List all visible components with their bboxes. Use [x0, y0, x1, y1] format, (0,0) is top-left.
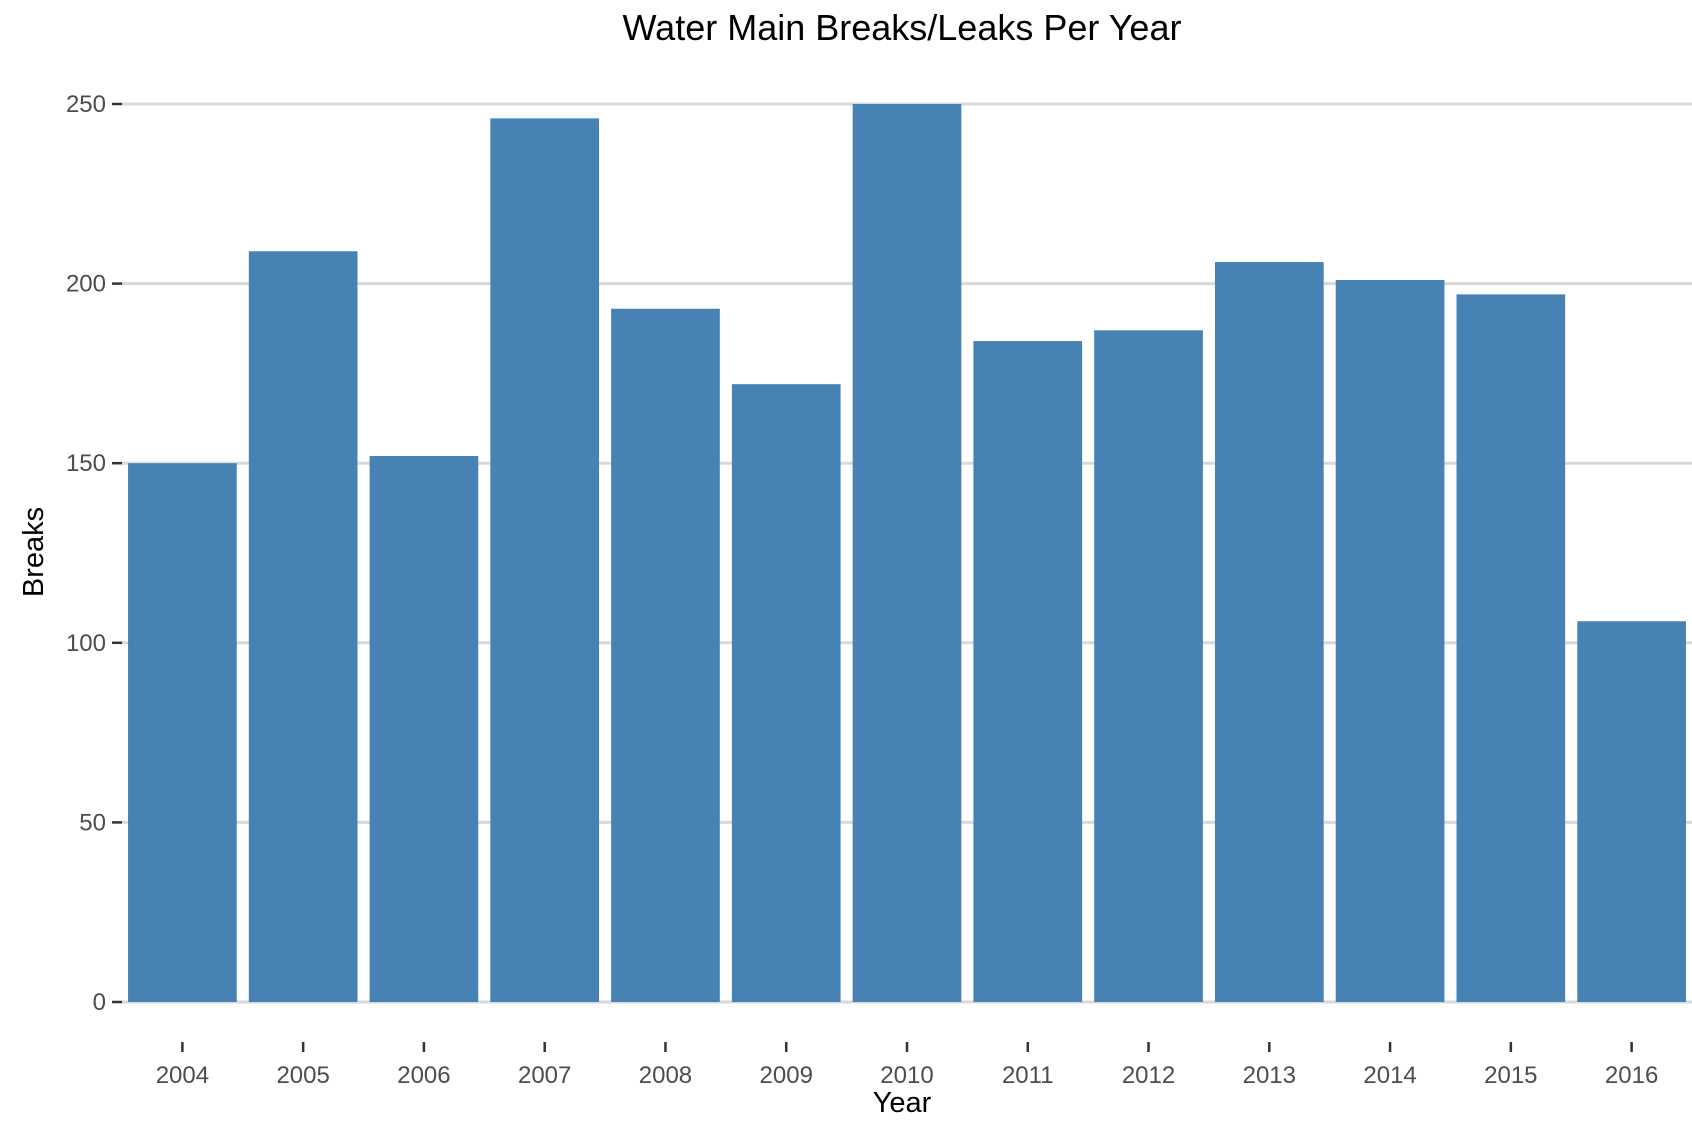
y-tick-label-100: 100	[66, 630, 106, 657]
y-tick-label-200: 200	[66, 271, 106, 298]
x-tick-label-2006: 2006	[397, 1062, 450, 1089]
x-tick-label-2005: 2005	[276, 1062, 329, 1089]
bar-2006	[369, 456, 479, 1002]
x-tick-label-2012: 2012	[1122, 1062, 1175, 1089]
x-tick-label-2008: 2008	[639, 1062, 692, 1089]
x-tick-label-2014: 2014	[1363, 1062, 1416, 1089]
x-tick-label-2007: 2007	[518, 1062, 571, 1089]
bar-2005	[248, 251, 358, 1003]
bar-2014	[1335, 280, 1445, 1002]
x-tick-label-2015: 2015	[1484, 1062, 1537, 1089]
x-axis: 2004 2005 2006 2007 2008 2009 2010 2011 2012 2013…	[156, 1042, 1658, 1089]
x-tick-label-2010: 2010	[880, 1062, 933, 1089]
bar-2016	[1577, 621, 1686, 1002]
bar-2004	[128, 463, 237, 1002]
bar-2007	[490, 118, 600, 1003]
bar-2012	[1094, 330, 1203, 1002]
bar-2010	[852, 104, 962, 1002]
bar-2013	[1214, 262, 1324, 1003]
y-axis: 0 50 100 150 200 250	[66, 91, 122, 1016]
bar-2009	[731, 384, 841, 1002]
x-tick-label-2011: 2011	[1002, 1062, 1054, 1089]
y-tick-label-150: 150	[66, 450, 106, 477]
x-tick-label-2004: 2004	[156, 1062, 209, 1089]
y-tick-label-50: 50	[79, 809, 106, 836]
x-axis-title: Year	[873, 1087, 932, 1119]
bars	[128, 104, 1686, 1003]
y-axis-title: Breaks	[18, 507, 50, 597]
chart-title: Water Main Breaks/Leaks Per Year	[623, 7, 1182, 48]
bar-2008	[611, 308, 720, 1002]
x-tick-label-2009: 2009	[760, 1062, 813, 1089]
x-tick-label-2016: 2016	[1605, 1062, 1658, 1089]
y-tick-label-0: 0	[93, 989, 106, 1016]
bar-2015	[1456, 294, 1566, 1003]
bar-2011	[973, 341, 1083, 1002]
y-tick-label-250: 250	[66, 91, 106, 118]
x-tick-label-2013: 2013	[1243, 1062, 1296, 1089]
